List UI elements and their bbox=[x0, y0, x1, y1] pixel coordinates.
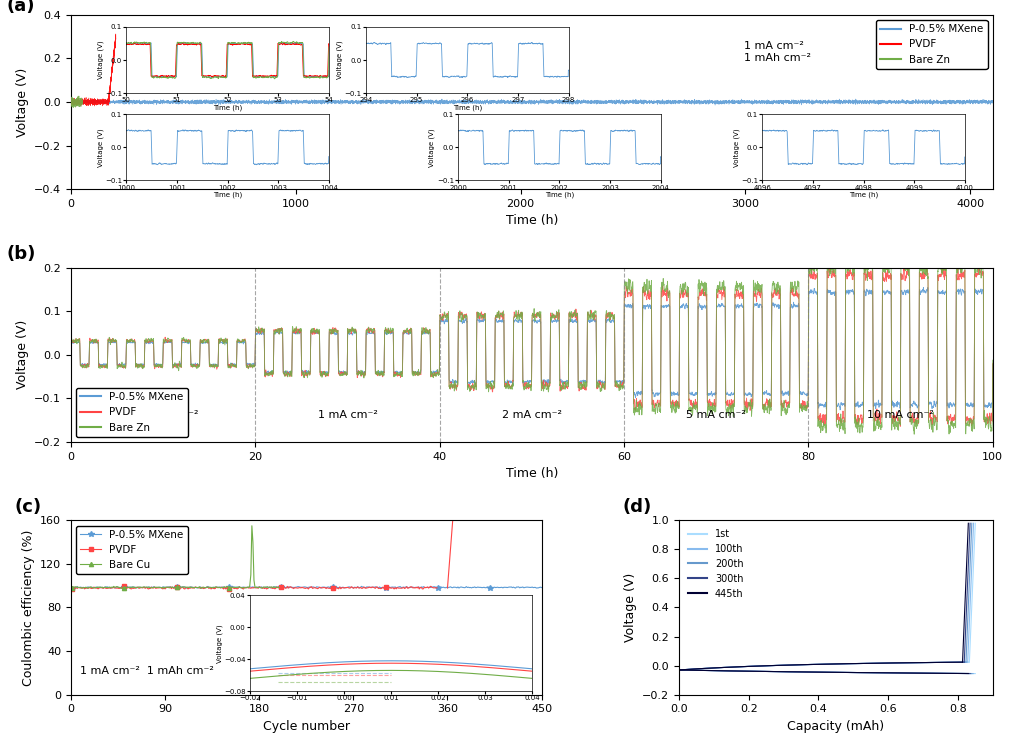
Text: 1 mA cm⁻²: 1 mA cm⁻² bbox=[317, 409, 378, 420]
445th bbox=[962, 526, 975, 535]
445th bbox=[956, 658, 968, 667]
Text: 2 mA cm⁻²: 2 mA cm⁻² bbox=[501, 409, 562, 420]
100th bbox=[967, 526, 980, 535]
100th bbox=[963, 625, 976, 634]
200th bbox=[965, 530, 978, 539]
P-0.5% MXene bbox=[407, 583, 419, 592]
Line: 300th: 300th bbox=[964, 523, 970, 662]
445th bbox=[959, 586, 971, 595]
Legend: P-0.5% MXene, PVDF, Bare Zn: P-0.5% MXene, PVDF, Bare Zn bbox=[76, 388, 187, 437]
300th bbox=[961, 575, 973, 584]
Line: 100th: 100th bbox=[967, 523, 973, 662]
Bare Cu bbox=[259, 583, 271, 592]
Y-axis label: Voltage (V): Voltage (V) bbox=[15, 67, 28, 137]
Text: (b): (b) bbox=[6, 245, 35, 263]
Bare Cu bbox=[66, 584, 78, 593]
PVDF bbox=[66, 585, 78, 593]
Bare Cu bbox=[141, 583, 153, 592]
200th bbox=[965, 519, 978, 528]
Bare Cu bbox=[246, 521, 258, 530]
Text: 0.5 mA cm⁻²: 0.5 mA cm⁻² bbox=[128, 409, 199, 420]
PVDF bbox=[431, 583, 443, 592]
300th bbox=[958, 658, 970, 667]
100th bbox=[962, 631, 975, 640]
1st bbox=[966, 575, 979, 584]
Bare Cu bbox=[272, 583, 285, 592]
Y-axis label: Voltage (V): Voltage (V) bbox=[624, 573, 636, 642]
Legend: 1st, 100th, 200th, 300th, 445th: 1st, 100th, 200th, 300th, 445th bbox=[684, 525, 748, 602]
200th bbox=[961, 625, 973, 634]
P-0.5% MXene bbox=[330, 583, 342, 592]
X-axis label: Time (h): Time (h) bbox=[505, 214, 558, 228]
200th bbox=[963, 586, 976, 595]
Line: 1st: 1st bbox=[969, 523, 976, 662]
1st bbox=[963, 658, 976, 667]
P-0.5% MXene bbox=[536, 583, 548, 592]
PVDF bbox=[416, 585, 428, 593]
Text: 5 mA cm⁻²: 5 mA cm⁻² bbox=[686, 409, 747, 420]
PVDF bbox=[283, 584, 295, 593]
PVDF bbox=[119, 582, 131, 590]
Text: 1 mA cm⁻²  1 mAh cm⁻²: 1 mA cm⁻² 1 mAh cm⁻² bbox=[80, 666, 214, 675]
445th bbox=[960, 575, 972, 584]
100th bbox=[965, 575, 978, 584]
300th bbox=[963, 526, 976, 535]
Line: P-0.5% MXene: P-0.5% MXene bbox=[69, 584, 544, 592]
200th bbox=[960, 658, 972, 667]
200th bbox=[961, 631, 973, 640]
1st bbox=[969, 519, 982, 528]
Bare Cu bbox=[267, 582, 280, 591]
Text: (a): (a) bbox=[6, 0, 34, 16]
1st bbox=[968, 526, 981, 535]
445th bbox=[961, 530, 973, 539]
100th bbox=[961, 658, 973, 667]
Bare Cu bbox=[160, 582, 172, 591]
Line: 445th: 445th bbox=[962, 523, 968, 662]
PVDF bbox=[235, 583, 247, 592]
100th bbox=[964, 586, 977, 595]
1st bbox=[964, 625, 977, 634]
X-axis label: Time (h): Time (h) bbox=[505, 467, 558, 480]
200th bbox=[963, 575, 976, 584]
Line: Bare Cu: Bare Cu bbox=[70, 524, 282, 590]
445th bbox=[958, 625, 970, 634]
100th bbox=[967, 519, 980, 528]
300th bbox=[959, 631, 971, 640]
Y-axis label: Coulombic efficiency (%): Coulombic efficiency (%) bbox=[21, 529, 34, 686]
PVDF bbox=[261, 584, 274, 593]
Text: 10 mA cm⁻²: 10 mA cm⁻² bbox=[867, 409, 934, 420]
Bare Cu bbox=[115, 584, 128, 593]
Legend: P-0.5% MXene, PVDF, Bare Zn: P-0.5% MXene, PVDF, Bare Zn bbox=[876, 20, 988, 69]
Legend: P-0.5% MXene, PVDF, Bare Cu: P-0.5% MXene, PVDF, Bare Cu bbox=[76, 525, 187, 574]
Text: 1 mA cm⁻²
1 mAh cm⁻²: 1 mA cm⁻² 1 mAh cm⁻² bbox=[744, 41, 810, 63]
445th bbox=[957, 631, 969, 640]
300th bbox=[964, 519, 977, 528]
Text: (d): (d) bbox=[622, 497, 651, 516]
PVDF bbox=[164, 582, 176, 591]
445th bbox=[962, 519, 975, 528]
P-0.5% MXene bbox=[119, 582, 131, 591]
Bare Cu bbox=[172, 582, 184, 591]
300th bbox=[963, 530, 976, 539]
200th bbox=[965, 526, 978, 535]
300th bbox=[959, 625, 971, 634]
1st bbox=[964, 631, 977, 640]
1st bbox=[968, 530, 981, 539]
300th bbox=[961, 586, 973, 595]
Y-axis label: Voltage (V): Voltage (V) bbox=[15, 320, 28, 389]
PVDF bbox=[426, 583, 439, 592]
Line: PVDF: PVDF bbox=[70, 584, 439, 591]
P-0.5% MXene bbox=[66, 585, 78, 593]
Bare Cu bbox=[247, 538, 259, 547]
P-0.5% MXene bbox=[517, 582, 529, 591]
Line: 200th: 200th bbox=[966, 523, 971, 662]
X-axis label: Capacity (mAh): Capacity (mAh) bbox=[787, 720, 884, 733]
P-0.5% MXene bbox=[529, 583, 541, 592]
X-axis label: Cycle number: Cycle number bbox=[262, 720, 349, 733]
P-0.5% MXene bbox=[356, 582, 368, 590]
1st bbox=[966, 586, 979, 595]
100th bbox=[967, 530, 980, 539]
Text: (c): (c) bbox=[14, 497, 42, 516]
P-0.5% MXene bbox=[144, 583, 156, 592]
